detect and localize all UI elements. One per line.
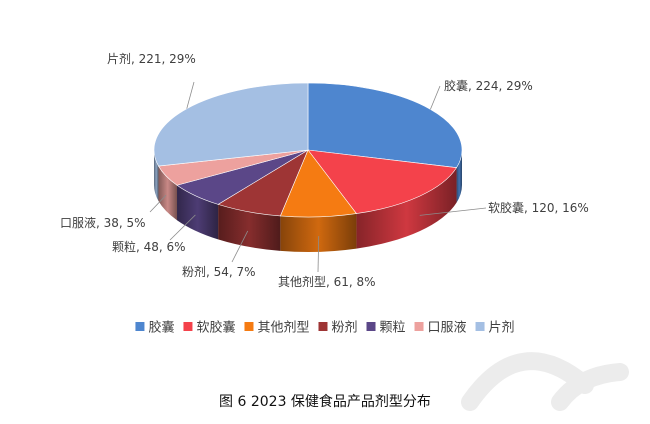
legend: 胶囊 软胶囊 其他剂型 粉剂 颗粒 口服液 片剂 bbox=[135, 320, 515, 336]
legend-label-6: 片剂 bbox=[489, 321, 515, 336]
legend-label-2: 其他剂型 bbox=[257, 321, 309, 336]
pie-side-0 bbox=[456, 150, 462, 203]
leader-lines bbox=[149, 81, 487, 273]
data-label-1: 软胶囊, 120, 16% bbox=[488, 200, 589, 215]
legend-label-3: 粉剂 bbox=[331, 321, 357, 336]
data-label-6: 片剂, 221, 29% bbox=[107, 51, 196, 66]
pie-sides bbox=[154, 150, 462, 252]
leader-line-4 bbox=[169, 214, 196, 241]
legend-item-3: 粉剂 bbox=[318, 321, 358, 336]
legend-swatch-4 bbox=[366, 322, 376, 331]
legend-label-1: 软胶囊 bbox=[196, 320, 235, 336]
legend-swatch-5 bbox=[414, 322, 424, 331]
legend-swatch-3 bbox=[318, 322, 328, 331]
pie-side-1 bbox=[356, 167, 457, 249]
data-label-5: 口服液, 38, 5% bbox=[60, 215, 146, 230]
data-label-2: 其他剂型, 61, 8% bbox=[278, 274, 376, 289]
data-label-3: 粉剂, 54, 7% bbox=[182, 264, 256, 279]
legend-swatch-2 bbox=[244, 322, 254, 331]
watermark bbox=[461, 352, 629, 411]
pie-side-2 bbox=[280, 213, 357, 252]
legend-swatch-1 bbox=[183, 322, 193, 331]
pie-side-4 bbox=[177, 185, 219, 240]
data-label-0: 胶囊, 224, 29% bbox=[444, 78, 533, 93]
pie-slice-6 bbox=[153, 82, 309, 167]
legend-item-5: 口服液 bbox=[414, 321, 467, 336]
pie-slice-1 bbox=[307, 149, 458, 214]
legend-item-1: 软胶囊 bbox=[183, 320, 235, 336]
data-label-4: 颗粒, 48, 6% bbox=[112, 239, 186, 254]
leader-line-0 bbox=[430, 85, 441, 110]
leader-line-1 bbox=[419, 207, 487, 216]
legend-swatch-0 bbox=[135, 322, 145, 331]
legend-swatch-6 bbox=[475, 322, 485, 331]
legend-item-2: 其他剂型 bbox=[244, 321, 309, 336]
leader-line-5 bbox=[149, 194, 167, 213]
pie-slice-0 bbox=[307, 82, 463, 168]
legend-item-4: 颗粒 bbox=[366, 321, 406, 336]
leader-line-2 bbox=[317, 236, 320, 273]
legend-item-0: 胶囊 bbox=[135, 320, 174, 336]
data-labels: 胶囊, 224, 29% 软胶囊, 120, 16% 其他剂型, 61, 8% 粉剂,… bbox=[60, 51, 589, 289]
leader-line-6 bbox=[186, 81, 195, 109]
pie-tops bbox=[153, 82, 463, 218]
leader-line-3 bbox=[231, 230, 249, 263]
legend-label-5: 口服液 bbox=[428, 321, 467, 336]
pie-side-5 bbox=[158, 166, 178, 221]
pie-side-6 bbox=[154, 150, 159, 202]
legend-label-4: 颗粒 bbox=[380, 321, 406, 336]
figure-caption: 图 6 2023 保健食品产品剂型分布 bbox=[219, 393, 431, 410]
pie-side-3 bbox=[218, 204, 281, 251]
legend-item-6: 片剂 bbox=[475, 321, 515, 336]
legend-label-0: 胶囊 bbox=[148, 320, 174, 336]
